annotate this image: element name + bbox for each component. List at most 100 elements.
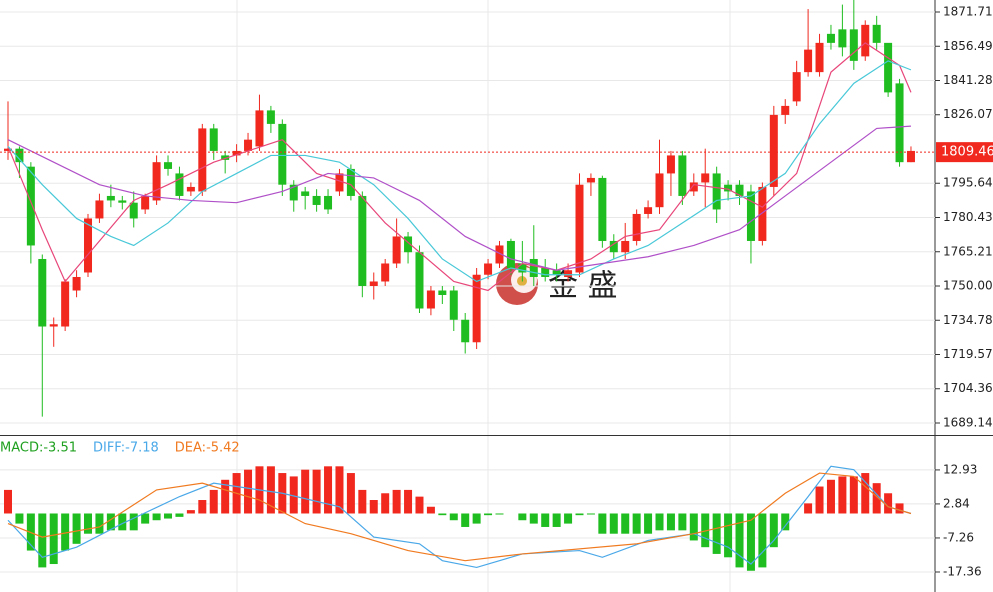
- candle-body: [84, 218, 93, 273]
- candle-body: [884, 42, 893, 93]
- macd-bar: [198, 500, 207, 514]
- candle-body: [872, 24, 881, 43]
- candle-body: [586, 177, 595, 183]
- legend-entry: MACD:-3.51: [0, 441, 77, 456]
- candle-body: [324, 195, 333, 210]
- candle-body: [529, 258, 538, 277]
- macd-bar: [586, 513, 595, 515]
- candle-body: [244, 139, 253, 151]
- macd-bar: [655, 513, 664, 531]
- macd-bar: [404, 489, 413, 514]
- macd-bar: [84, 513, 93, 534]
- macd-bar: [815, 486, 824, 514]
- legend: MACD:-3.51 DIFF:-7.18 DEA:-5.42: [0, 441, 240, 456]
- macd-bar: [769, 513, 778, 548]
- macd-bar: [15, 513, 24, 524]
- macd-bar: [804, 503, 813, 514]
- macd-line: [7, 472, 912, 562]
- macd-bar: [884, 493, 893, 514]
- candle-body: [301, 191, 310, 196]
- y-tick-label: 1841.28: [943, 73, 993, 87]
- candle-body: [38, 258, 47, 327]
- macd-bar: [221, 479, 230, 514]
- macd-bar: [266, 466, 275, 514]
- candle-body: [118, 200, 127, 203]
- candle-body: [609, 240, 618, 253]
- candle-body: [495, 245, 504, 264]
- macd-bar: [735, 513, 744, 568]
- candle-body: [369, 281, 378, 286]
- macd-bar: [518, 513, 527, 521]
- macd-bar: [175, 513, 184, 517]
- candle-body: [815, 42, 824, 73]
- candle-body: [472, 274, 481, 343]
- candle-body: [289, 184, 298, 201]
- macd-bar: [849, 476, 858, 514]
- candle-body: [221, 155, 230, 160]
- y-tick-label: 1795.64: [943, 176, 993, 190]
- candle-body: [266, 110, 275, 124]
- macd-bar: [495, 513, 504, 515]
- macd-bar: [129, 513, 138, 531]
- candle-body: [198, 128, 207, 192]
- macd-bar: [72, 513, 81, 544]
- candle-body: [438, 290, 447, 295]
- macd-bar: [472, 513, 481, 524]
- macd-bar: [758, 513, 767, 568]
- macd-bar: [861, 473, 870, 514]
- macd-bar: [541, 513, 550, 527]
- candle-body: [564, 270, 573, 277]
- macd-bar: [575, 513, 584, 516]
- y-tick-label: 12.93: [943, 462, 977, 476]
- y-tick-label: 1719.57: [943, 347, 993, 361]
- last-price-box: [936, 142, 993, 163]
- macd-bar: [826, 479, 835, 514]
- candle-body: [484, 263, 493, 275]
- macd-bar: [186, 510, 195, 514]
- candle-body: [712, 173, 721, 210]
- macd-bar: [335, 466, 344, 514]
- candle-body: [781, 105, 790, 115]
- ma-line: [7, 42, 912, 292]
- macd-bar: [244, 469, 253, 514]
- macd-bar: [449, 513, 458, 521]
- candle-body: [15, 148, 24, 163]
- macd-bar: [632, 513, 641, 534]
- candle-body: [655, 173, 664, 208]
- macd-bar: [49, 513, 58, 565]
- macd-bar: [4, 489, 12, 514]
- macd-bar: [689, 513, 698, 541]
- candle-body: [255, 110, 264, 147]
- y-tick-label: 1765.21: [943, 244, 993, 258]
- macd-bar: [678, 513, 687, 531]
- candle-body: [26, 166, 35, 246]
- candle-body: [106, 195, 115, 201]
- candle-body: [861, 24, 870, 57]
- macd-bar: [529, 513, 538, 524]
- candle-body: [598, 177, 607, 241]
- y-tick-label: 1734.78: [943, 313, 993, 327]
- macd-bar: [438, 513, 447, 516]
- candle-body: [769, 114, 778, 187]
- macd-bar: [552, 513, 561, 527]
- candle-body: [175, 173, 184, 196]
- candle-body: [518, 263, 527, 273]
- macd-bar: [426, 506, 435, 514]
- y-tick-label: 1871.71: [943, 4, 993, 18]
- macd-bar: [609, 513, 618, 534]
- macd-bar: [621, 513, 630, 534]
- candle-body: [666, 155, 675, 174]
- macd-bar: [872, 483, 881, 514]
- candle-body: [541, 267, 550, 277]
- macd-bar: [564, 513, 573, 524]
- candle-body: [461, 319, 470, 343]
- y-tick-label: 1689.14: [943, 416, 993, 430]
- macd-bar: [141, 513, 150, 524]
- legend-entry: DIFF:-7.18: [93, 441, 159, 456]
- candle-body: [575, 184, 584, 273]
- candle-body: [415, 252, 424, 309]
- candle-body: [644, 207, 653, 214]
- candle-body: [506, 240, 515, 268]
- macd-bar: [895, 503, 904, 514]
